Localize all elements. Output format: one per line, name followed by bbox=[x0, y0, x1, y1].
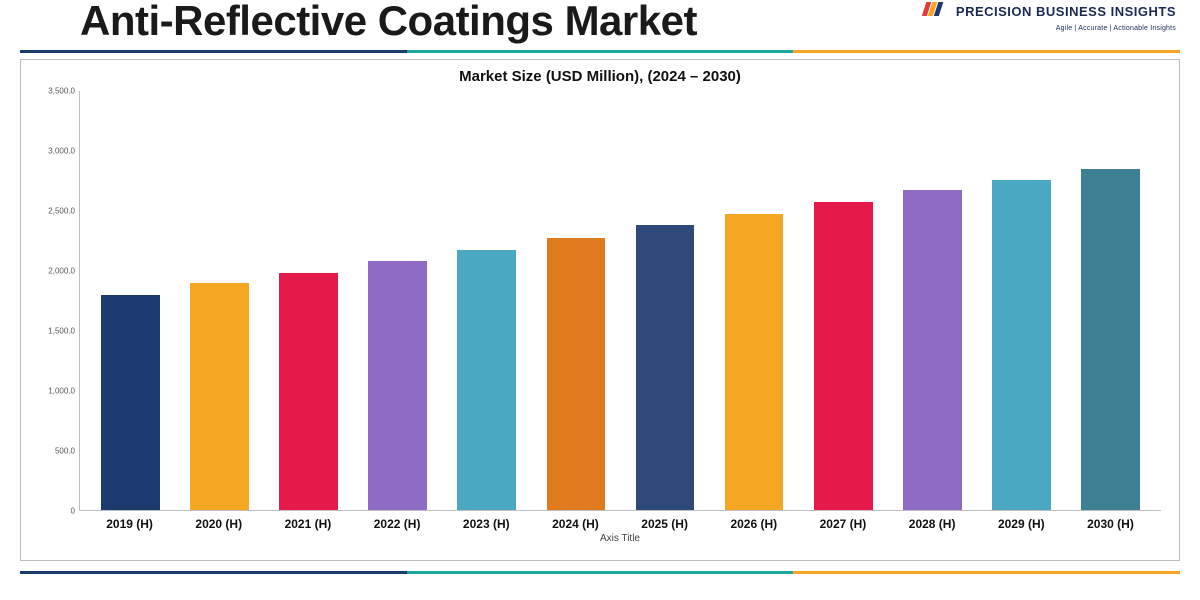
page-title: Anti-Reflective Coatings Market bbox=[20, 0, 697, 42]
x-tick: 2024 (H) bbox=[531, 517, 620, 531]
bar-slot bbox=[710, 91, 799, 510]
bar-slot bbox=[353, 91, 442, 510]
market-chart: Market Size (USD Million), (2024 – 2030)… bbox=[20, 59, 1180, 561]
bar-slot bbox=[620, 91, 709, 510]
y-tick: 3,500.0 bbox=[48, 87, 75, 96]
x-tick: 2019 (H) bbox=[85, 517, 174, 531]
bar bbox=[368, 261, 427, 510]
bar-slot bbox=[1066, 91, 1155, 510]
bar bbox=[903, 190, 962, 510]
bar-slot bbox=[442, 91, 531, 510]
x-tick: 2030 (H) bbox=[1066, 517, 1155, 531]
bar bbox=[992, 180, 1051, 510]
x-tick: 2025 (H) bbox=[620, 517, 709, 531]
bar-slot bbox=[86, 91, 175, 510]
header: Anti-Reflective Coatings Market PRECISIO… bbox=[20, 0, 1180, 44]
bar bbox=[636, 225, 695, 510]
logo-mark-icon bbox=[921, 0, 947, 23]
bar-slot bbox=[264, 91, 353, 510]
plot-area: 0500.01,000.01,500.02,000.02,500.03,000.… bbox=[39, 91, 1161, 511]
bar bbox=[547, 238, 606, 510]
x-tick: 2026 (H) bbox=[709, 517, 798, 531]
bar-slot bbox=[888, 91, 977, 510]
y-tick: 2,500.0 bbox=[48, 207, 75, 216]
x-tick: 2022 (H) bbox=[353, 517, 442, 531]
x-tick: 2021 (H) bbox=[263, 517, 352, 531]
y-tick: 2,000.0 bbox=[48, 267, 75, 276]
y-tick: 1,500.0 bbox=[48, 327, 75, 336]
brand-logo: PRECISION BUSINESS INSIGHTS Agile | Accu… bbox=[921, 0, 1180, 32]
y-tick: 3,000.0 bbox=[48, 147, 75, 156]
bar bbox=[814, 202, 873, 510]
logo-tagline: Agile | Accurate | Actionable Insights bbox=[921, 25, 1176, 32]
x-tick: 2028 (H) bbox=[888, 517, 977, 531]
bar-slot bbox=[977, 91, 1066, 510]
page: Anti-Reflective Coatings Market PRECISIO… bbox=[0, 0, 1200, 600]
x-tick: 2027 (H) bbox=[798, 517, 887, 531]
x-axis: 2019 (H)2020 (H)2021 (H)2022 (H)2023 (H)… bbox=[79, 511, 1161, 531]
y-tick: 500.0 bbox=[55, 447, 75, 456]
logo-brand-text: PRECISION BUSINESS INSIGHTS bbox=[956, 4, 1176, 19]
bar bbox=[101, 295, 160, 510]
bar-slot bbox=[799, 91, 888, 510]
bar bbox=[1081, 169, 1140, 510]
bar bbox=[190, 283, 249, 510]
y-axis: 0500.01,000.01,500.02,000.02,500.03,000.… bbox=[39, 91, 79, 511]
y-tick: 0 bbox=[71, 507, 75, 516]
bar-slot bbox=[175, 91, 264, 510]
x-tick: 2020 (H) bbox=[174, 517, 263, 531]
chart-title: Market Size (USD Million), (2024 – 2030) bbox=[39, 68, 1161, 85]
bar-slot bbox=[531, 91, 620, 510]
x-tick: 2029 (H) bbox=[977, 517, 1066, 531]
divider-top bbox=[20, 50, 1180, 53]
y-tick: 1,000.0 bbox=[48, 387, 75, 396]
bar bbox=[725, 214, 784, 510]
divider-bottom bbox=[20, 571, 1180, 574]
x-tick: 2023 (H) bbox=[442, 517, 531, 531]
plot bbox=[79, 91, 1161, 511]
x-axis-label: Axis Title bbox=[79, 533, 1161, 544]
bar bbox=[457, 250, 516, 510]
bars-container bbox=[80, 91, 1161, 510]
bar bbox=[279, 273, 338, 510]
